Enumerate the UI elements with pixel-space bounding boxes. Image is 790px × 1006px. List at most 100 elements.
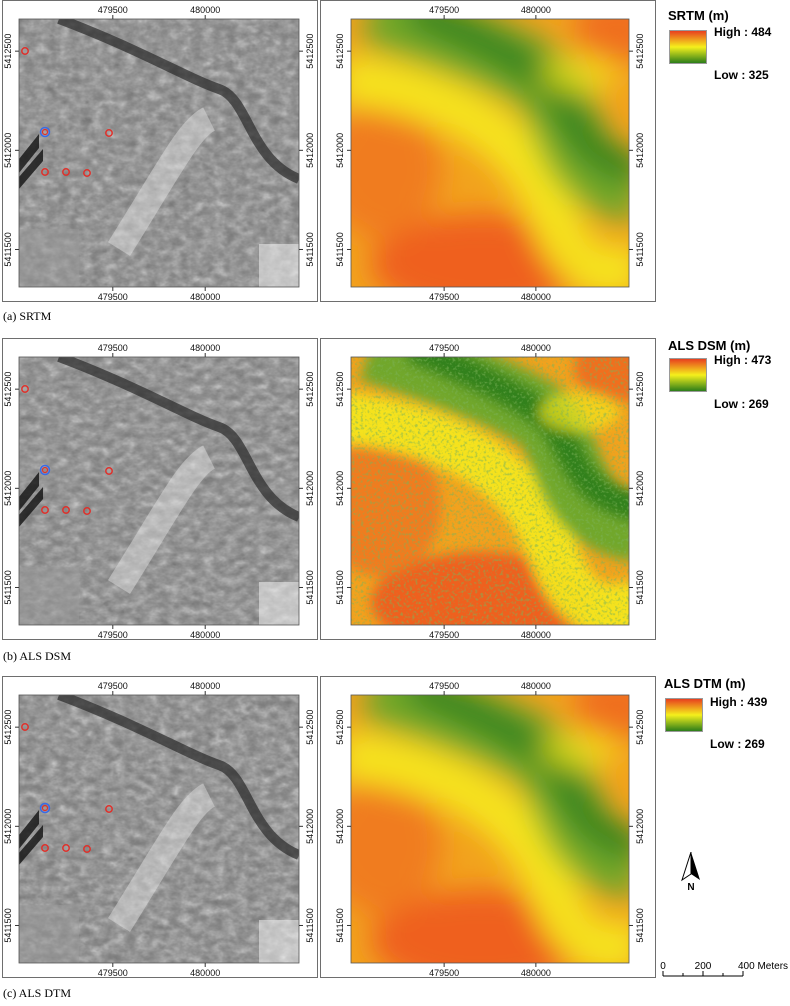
aerial-image-frame-a: 479500 479500 480000 480000 5412500 5412500 54…	[2, 0, 318, 302]
map-border	[350, 356, 630, 626]
bright-ridge	[107, 783, 216, 932]
y-tick-label-left: 5412000	[335, 471, 345, 506]
x-tick-label-bottom: 479500	[98, 292, 128, 302]
y-tick-label-left: 5411500	[335, 570, 345, 604]
aerial-image-a: 479500 479500 480000 480000 5412500 5412500 54…	[3, 5, 315, 302]
mid-zone-band	[351, 731, 629, 963]
mid-zone-band	[351, 55, 629, 287]
x-tick-label-top: 480000	[521, 681, 551, 691]
plot-marker	[105, 129, 113, 137]
legend-title-c: ALS DTM (m)	[664, 676, 746, 691]
elevation-map-frame-c: 479500 479500 480000 480000 5412500 5412500 54…	[320, 676, 656, 978]
aerial-image-c: 479500 479500 480000 480000 5412500 5412500 54…	[3, 681, 315, 978]
y-tick-label-right: 5412500	[305, 372, 315, 407]
plot-marker	[62, 168, 70, 176]
y-tick-label-left: 5412500	[3, 710, 13, 745]
x-tick-label-bottom: 480000	[521, 292, 551, 302]
y-tick-label-left: 5412500	[335, 372, 345, 407]
river-channel	[57, 695, 299, 860]
high-zone-northeast	[574, 695, 629, 740]
bright-patch	[259, 920, 299, 963]
y-tick-label-right: 5412000	[635, 133, 645, 168]
high-zone-west	[351, 775, 441, 915]
aerial-image-b: 479500 479500 480000 480000 5412500 5412500 54…	[3, 343, 315, 640]
x-tick-label-bottom: 479500	[429, 968, 459, 978]
panel-row-srtm: 479500 479500 480000 480000 5412500 5412500 54…	[0, 0, 790, 330]
y-tick-label-left: 5412500	[335, 710, 345, 745]
x-tick-label-bottom: 480000	[190, 292, 220, 302]
plot-marker	[105, 467, 113, 475]
y-tick-label-left: 5412000	[3, 471, 13, 506]
scale-label-400: 400 Meters	[738, 961, 788, 972]
aerial-image-frame-b: 479500 479500 480000 480000 5412500 5412500 54…	[2, 338, 318, 640]
plot-marker	[83, 507, 91, 515]
north-arrow-icon: N	[680, 851, 702, 893]
x-tick-label-top: 480000	[521, 343, 551, 353]
field-patch	[19, 229, 79, 287]
plot-marker	[21, 47, 29, 55]
y-tick-label-right: 5411500	[305, 908, 315, 942]
y-tick-label-left: 5412000	[335, 133, 345, 168]
bright-patch	[259, 244, 299, 287]
x-tick-label-top: 480000	[521, 5, 551, 15]
x-tick-label-top: 480000	[190, 343, 220, 353]
plot-marker	[21, 723, 29, 731]
y-tick-label-left: 5411500	[3, 232, 13, 266]
y-tick-label-left: 5412000	[3, 133, 13, 168]
x-tick-label-bottom: 479500	[98, 630, 128, 640]
y-tick-label-right: 5412500	[305, 710, 315, 745]
legend-low-c: Low : 269	[710, 737, 765, 751]
y-tick-label-left: 5412000	[335, 809, 345, 844]
plot-marker	[21, 385, 29, 393]
aerial-image-frame-c: 479500 479500 480000 480000 5412500 5412500 54…	[2, 676, 318, 978]
y-tick-label-right: 5412000	[305, 471, 315, 506]
bright-patch	[259, 582, 299, 625]
mid-zone-northeast	[539, 54, 619, 94]
y-tick-label-left: 5412500	[3, 34, 13, 69]
color-ramp-c	[665, 698, 703, 732]
plot-marker	[41, 844, 49, 852]
mid-zone-northeast	[539, 730, 619, 770]
y-tick-label-left: 5412000	[3, 809, 13, 844]
y-tick-label-right: 5412500	[635, 34, 645, 69]
color-ramp-b	[669, 358, 707, 392]
legend-low-a: Low : 325	[714, 68, 769, 82]
y-tick-label-right: 5412000	[635, 471, 645, 506]
color-ramp-a	[669, 30, 707, 64]
high-zone-northeast	[574, 19, 629, 64]
panel-caption-c: (c) ALS DTM	[3, 986, 71, 1000]
y-tick-label-right: 5412000	[305, 809, 315, 844]
y-tick-label-right: 5411500	[635, 570, 645, 604]
x-tick-label-top: 479500	[429, 5, 459, 15]
elevation-map-frame-a: 479500 479500 480000 480000 5412500 5412500 54…	[320, 0, 656, 302]
x-tick-label-bottom: 479500	[98, 968, 128, 978]
bright-ridge	[107, 107, 216, 256]
plot-marker	[41, 804, 49, 812]
panel-caption-b: (b) ALS DSM	[3, 649, 72, 663]
y-tick-label-right: 5412500	[305, 34, 315, 69]
x-tick-label-bottom: 480000	[521, 968, 551, 978]
plot-marker	[62, 844, 70, 852]
plot-marker	[83, 845, 91, 853]
plot-marker	[62, 506, 70, 514]
legend-b: ALS DSM (m) High : 473 Low : 269	[668, 338, 788, 418]
x-tick-label-top: 480000	[190, 5, 220, 15]
elevation-map-b: 479500 479500 480000 480000 5412500 5412500 54…	[335, 343, 645, 640]
x-tick-label-top: 479500	[429, 681, 459, 691]
y-tick-label-right: 5411500	[635, 232, 645, 266]
elevation-map-c: 479500 479500 480000 480000 5412500 5412500 54…	[335, 681, 645, 978]
y-tick-label-right: 5412500	[635, 372, 645, 407]
legend-high-c: High : 439	[710, 695, 768, 709]
y-tick-label-left: 5412500	[335, 34, 345, 69]
x-tick-label-top: 479500	[98, 681, 128, 691]
y-tick-label-left: 5412500	[3, 372, 13, 407]
panel-row-als-dsm: 479500 479500 480000 480000 5412500 5412500 54…	[0, 338, 790, 668]
river-channel	[57, 19, 299, 184]
vegetation-texture	[351, 357, 629, 625]
y-tick-label-right: 5411500	[635, 908, 645, 942]
legend-title-a: SRTM (m)	[668, 8, 729, 23]
elevation-map-frame-b: 479500 479500 480000 480000 5412500 5412500 54…	[320, 338, 656, 640]
field-patch	[19, 905, 79, 963]
image-border	[18, 18, 300, 288]
x-tick-label-bottom: 480000	[190, 630, 220, 640]
